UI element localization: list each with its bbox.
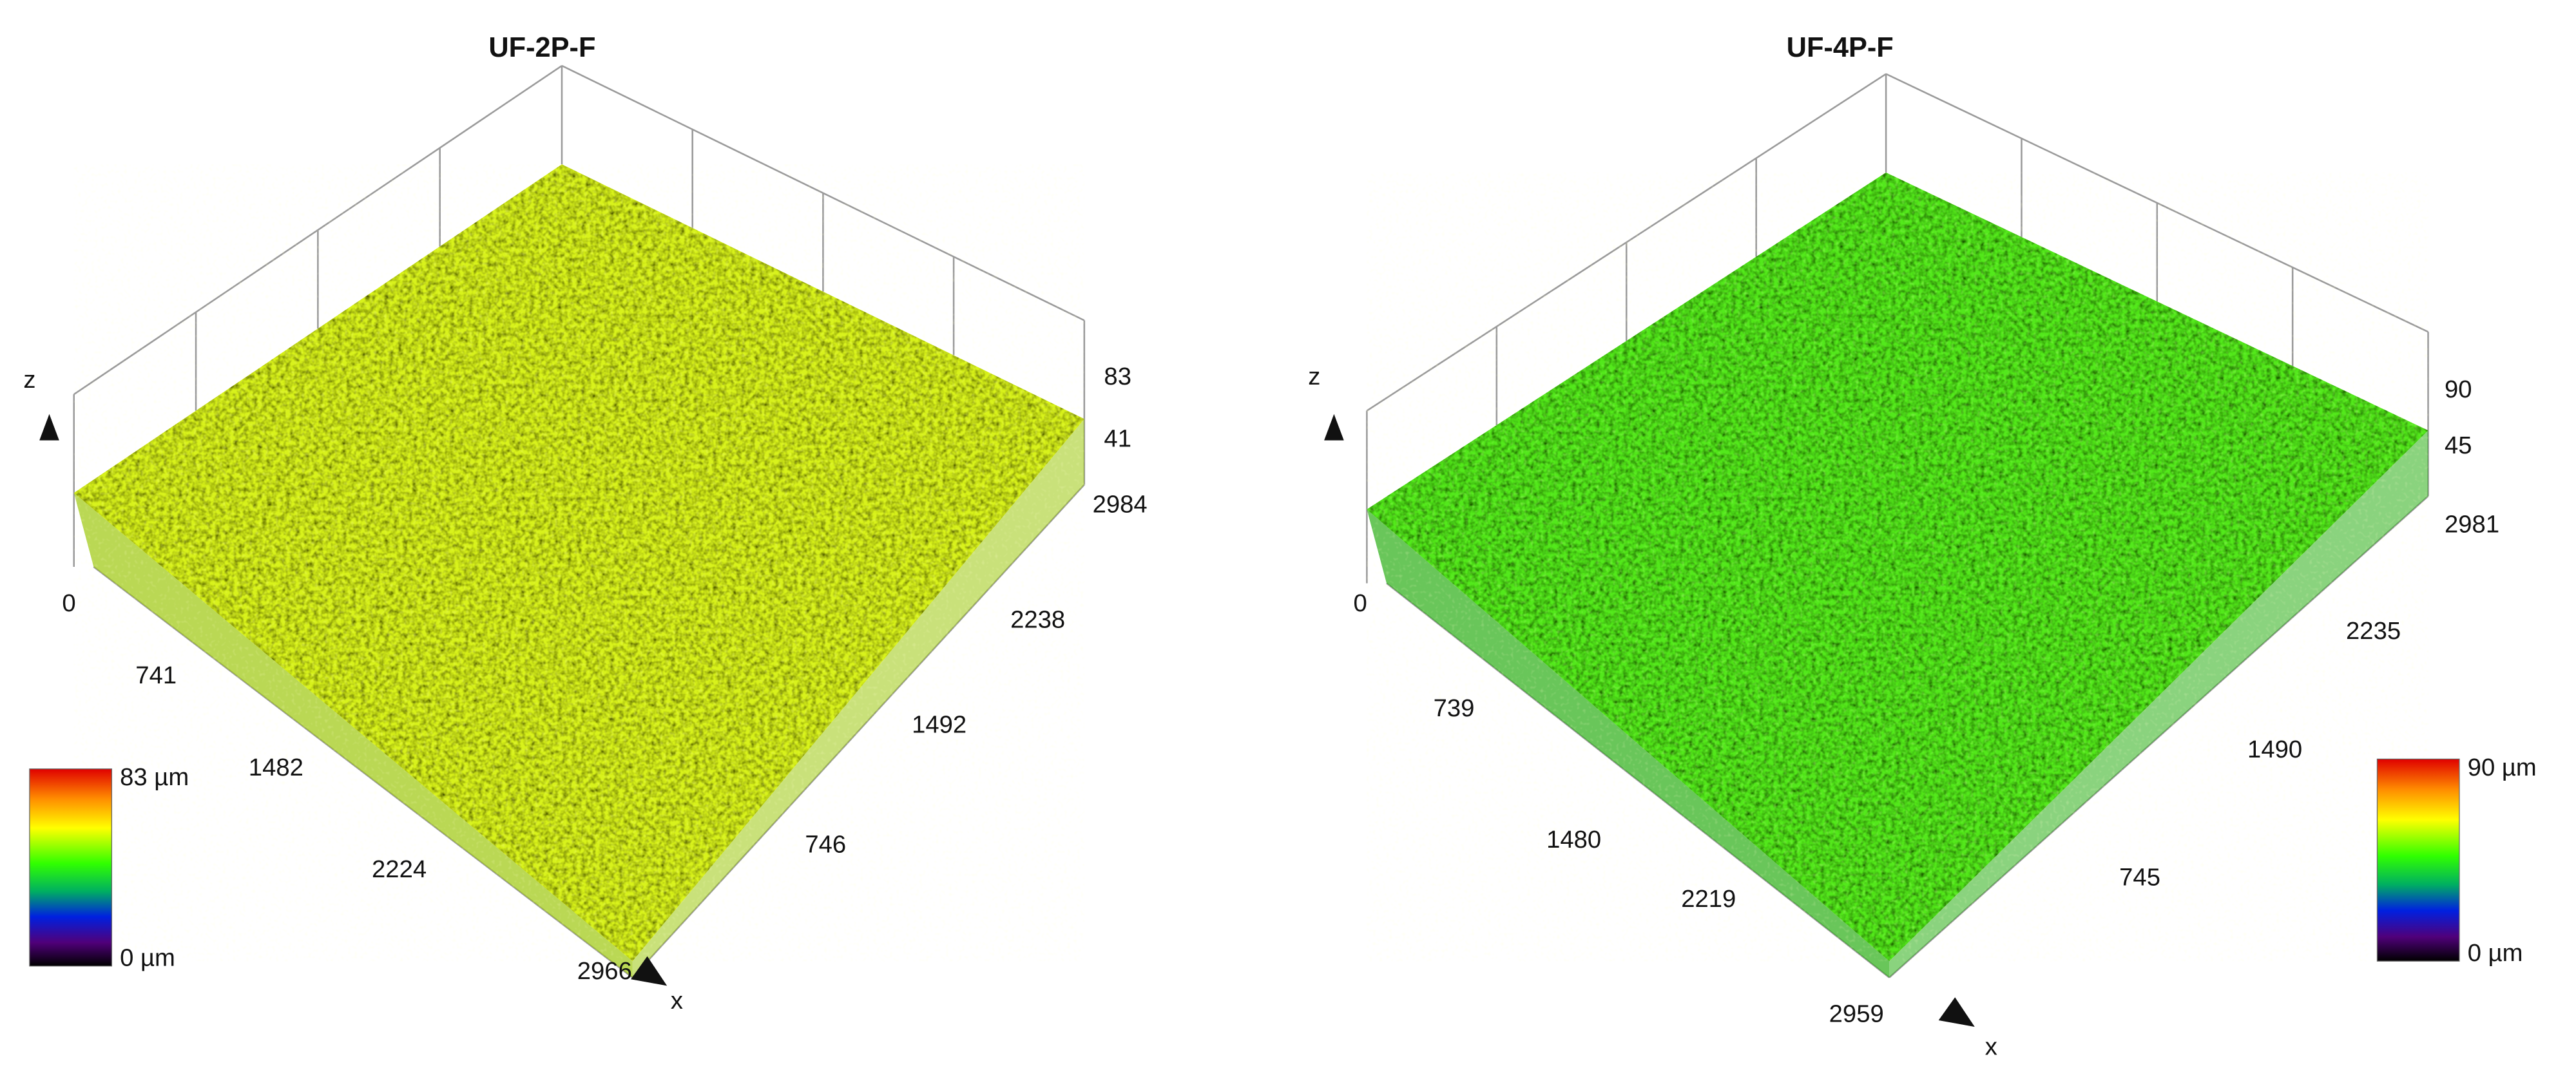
- colorbar: [2376, 758, 2460, 962]
- y-tick-label: 745: [2119, 864, 2160, 891]
- surface-side: [632, 419, 1084, 978]
- colorbar-min: 0 µm: [120, 944, 175, 972]
- z-tick-label: 41: [1104, 425, 1131, 453]
- panel-title: UF-2P-F: [488, 32, 595, 63]
- y-tick-label: 2238: [1010, 605, 1065, 633]
- colorbar-max: 90 µm: [2468, 754, 2537, 781]
- panels: UF-2P-F 83 41 2984 2238 1492 746 0 741 1482 2224 29…: [23, 32, 2536, 1060]
- surface-side: [1367, 509, 1890, 978]
- box-edge: [1885, 73, 2429, 333]
- panel-title: UF-4P-F: [1787, 32, 1894, 63]
- y-tick-label: 2981: [2445, 510, 2499, 538]
- z-axis-label: z: [1308, 363, 1320, 390]
- x-tick-label: 0: [62, 589, 75, 617]
- z-tick-label: 90: [2445, 376, 2472, 403]
- panel: UF-2P-F 83 41 2984 2238 1492 746 0 741 1482 2224 29…: [23, 32, 1147, 1015]
- x-arrow: [1938, 997, 1975, 1027]
- y-tick-label: 1492: [912, 711, 966, 739]
- panel: UF-4P-F 90 45 2981 2235 1490 745 0 739 1480 2219 29…: [1308, 32, 2537, 1060]
- x-tick-label: 2219: [1681, 885, 1736, 913]
- x-tick-label: 0: [1354, 589, 1367, 617]
- z-tick-label: 83: [1104, 363, 1131, 390]
- colorbar: [29, 768, 113, 967]
- colorbar-max: 83 µm: [120, 763, 189, 791]
- x-tick-label: 1480: [1546, 826, 1601, 853]
- y-tick-label: 2984: [1093, 491, 1148, 519]
- x-arrow: [631, 956, 668, 986]
- y-tick-label: 746: [805, 831, 846, 859]
- surface-highlight: [1367, 172, 2428, 962]
- x-axis-label: x: [671, 987, 683, 1015]
- surface-side: [1889, 430, 2428, 978]
- x-tick-label: 739: [1434, 694, 1475, 722]
- surface-side: [73, 493, 633, 978]
- x-tick-label: 1482: [249, 754, 303, 781]
- x-tick-label: 2959: [1829, 1000, 1884, 1027]
- x-tick-label: 741: [135, 662, 177, 689]
- x-tick-label: 2966: [577, 957, 632, 985]
- y-tick-label: 2235: [2346, 617, 2401, 645]
- y-tick-label: 1490: [2247, 736, 2302, 763]
- colorbar-min: 0 µm: [2468, 939, 2523, 967]
- z-arrow: [1324, 414, 1344, 441]
- x-tick-label: 2224: [372, 855, 427, 883]
- x-axis-label: x: [1985, 1033, 1997, 1060]
- surface-highlight: [73, 164, 1084, 962]
- z-tick-label: 45: [2445, 432, 2472, 459]
- z-axis-label: z: [23, 366, 35, 394]
- z-arrow: [39, 414, 59, 441]
